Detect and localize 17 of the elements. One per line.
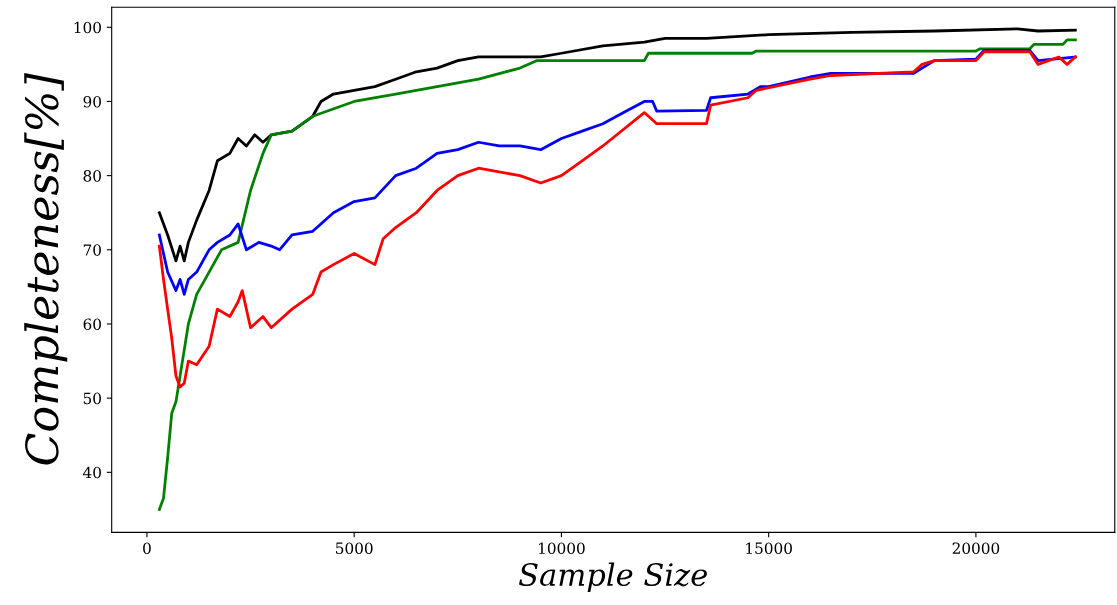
y-tick-label: 100 [74,21,101,34]
y-tick-label: 60 [83,318,101,330]
y-tick-label: 50 [83,392,101,405]
x-tick-label: 5000 [336,542,373,554]
line-series [157,38,1077,511]
x-axis-title: Sample Size [519,562,707,593]
x-tick-label: 20000 [952,542,1000,554]
y-tick-label: 40 [83,466,101,479]
line-series [157,50,1077,389]
y-axis-title: Completeness[%] [24,73,68,465]
y-tick-label: 90 [83,95,101,108]
line-series [157,27,1077,263]
y-tick-label: 70 [83,244,101,256]
x-tick-label: 10000 [538,542,585,554]
y-tick-label: 80 [83,170,101,182]
x-tick-label: 0 [143,542,151,554]
x-tick-label: 15000 [746,542,792,554]
